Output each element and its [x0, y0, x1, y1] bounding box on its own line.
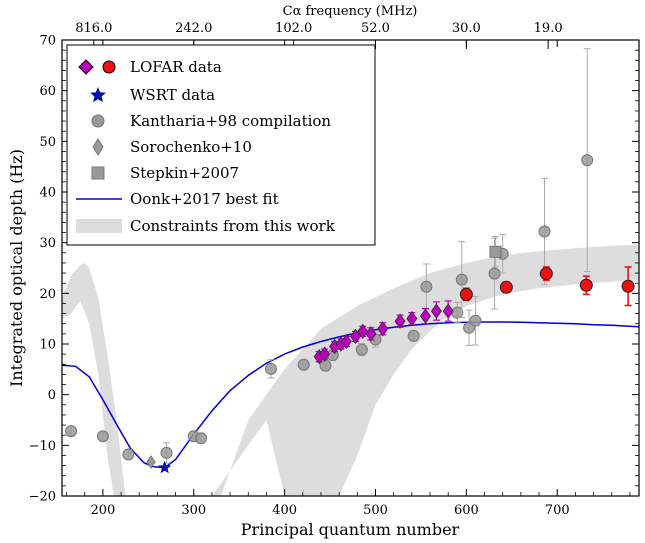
legend-stepkin-marker: [91, 166, 105, 180]
lofar-diamond-point: [350, 328, 361, 345]
x-tick-label: 500: [363, 503, 388, 518]
lofar-diamond-point: [430, 303, 442, 319]
sorochenko-point: [146, 455, 156, 469]
lofar-circle-point: [539, 267, 553, 281]
legend-item-wsrt: WSRT data: [90, 86, 215, 104]
kantharia-point: [469, 314, 482, 327]
x-tick-label: 300: [181, 503, 206, 518]
legend-constraints-swatch: [76, 219, 122, 233]
lofar-diamond-point: [442, 303, 454, 319]
top-freq-tick-label: 102.0: [275, 21, 312, 36]
legend-item-sorochenko: Sorochenko+10: [92, 138, 252, 156]
kantharia-point: [407, 329, 420, 342]
y-tick-label: 10: [39, 338, 56, 353]
kantharia-point: [455, 273, 468, 286]
lofar-circle-point: [579, 278, 593, 292]
x-tick-label: 600: [454, 503, 479, 518]
y-tick-label: 40: [39, 186, 56, 201]
y-tick-label: 60: [39, 84, 56, 99]
constraints-band-layer: [62, 244, 639, 496]
legend-kantharia-marker: [91, 114, 105, 128]
lofar-diamond-point: [319, 346, 331, 362]
lofar-diamond-point: [377, 321, 389, 337]
y-tick-label: 20: [39, 287, 56, 302]
legend-label-sorochenko: Sorochenko+10: [130, 138, 252, 156]
legend-item-lofar: LOFAR data: [78, 58, 222, 76]
kantharia-point: [488, 267, 501, 280]
y-tick-label: 0: [48, 388, 56, 403]
kantharia-point: [264, 362, 277, 375]
x-axis-title: Principal quantum number: [241, 520, 460, 539]
top-freq-tick-label: 52.0: [361, 21, 390, 36]
y-tick-label: −10: [29, 439, 56, 454]
legend-sorochenko-marker: [92, 138, 104, 156]
x-tick-label: 400: [272, 503, 297, 518]
kantharia-point: [420, 280, 433, 293]
data-points-layer: [65, 48, 635, 474]
kantharia-point: [160, 446, 173, 459]
y-tick-label: 70: [39, 34, 56, 49]
kantharia-point: [195, 432, 208, 445]
top-freq-tick-label: 30.0: [452, 21, 481, 36]
legend-label-constraints: Constraints from this work: [130, 217, 336, 235]
constraints-band: [62, 244, 639, 496]
lofar-diamond-point: [340, 333, 352, 350]
top-freq-tick-label: 19.0: [534, 21, 563, 36]
top-axis-title: Cα frequency (MHz): [283, 4, 418, 19]
kantharia-point: [96, 430, 109, 443]
legend-label-wsrt: WSRT data: [130, 86, 215, 104]
legend: LOFAR data WSRT data Kantharia+98 compil…: [66, 44, 376, 246]
plot-frame: [61, 39, 640, 497]
lofar-diamond-point: [419, 308, 431, 324]
kantharia-point: [122, 448, 135, 461]
kantharia-point: [451, 306, 464, 319]
legend-box: [66, 44, 376, 246]
kantharia-point: [297, 358, 310, 371]
lofar-diamond-point: [365, 326, 377, 342]
oonk-fit-curve: [62, 321, 639, 469]
lofar-diamond-point: [406, 310, 418, 327]
legend-item-constraints: Constraints from this work: [76, 217, 336, 235]
legend-item-stepkin: Stepkin+2007: [91, 164, 239, 182]
top-freq-tick-label: 816.0: [75, 21, 112, 36]
legend-wsrt-star-marker: [90, 87, 106, 103]
legend-item-kantharia: Kantharia+98 compilation: [91, 112, 331, 130]
kantharia-point: [65, 425, 78, 438]
lofar-diamond-point: [394, 313, 406, 329]
y-tick-label: 50: [39, 135, 56, 150]
fit-curve-layer: [62, 321, 639, 469]
kantharia-point: [538, 225, 551, 238]
lofar-diamond-point: [357, 323, 369, 340]
legend-lofar-circle-marker: [102, 60, 116, 74]
kantharia-point: [355, 343, 368, 356]
x-tick-label: 700: [545, 503, 570, 518]
top-freq-tick-label: 242.0: [175, 21, 212, 36]
legend-item-oonk: Oonk+2017 best fit: [76, 190, 279, 208]
kantharia-point: [581, 154, 594, 167]
y-axis-title: Integrated optical depth (Hz): [7, 149, 26, 387]
y-tick-label: −20: [29, 490, 56, 505]
wsrt-point: [158, 460, 172, 474]
y-tick-label: 30: [39, 236, 56, 251]
lofar-circle-point: [499, 280, 513, 294]
lofar-circle-point: [621, 279, 635, 293]
stepkin-point: [489, 245, 502, 258]
legend-label-oonk: Oonk+2017 best fit: [130, 190, 279, 208]
x-tick-label: 200: [90, 503, 115, 518]
legend-label-stepkin: Stepkin+2007: [130, 164, 239, 182]
legend-label-kantharia: Kantharia+98 compilation: [130, 112, 331, 130]
legend-lofar-diamond-marker: [78, 59, 94, 75]
lofar-circle-point: [459, 287, 473, 301]
legend-label-lofar: LOFAR data: [130, 58, 222, 76]
